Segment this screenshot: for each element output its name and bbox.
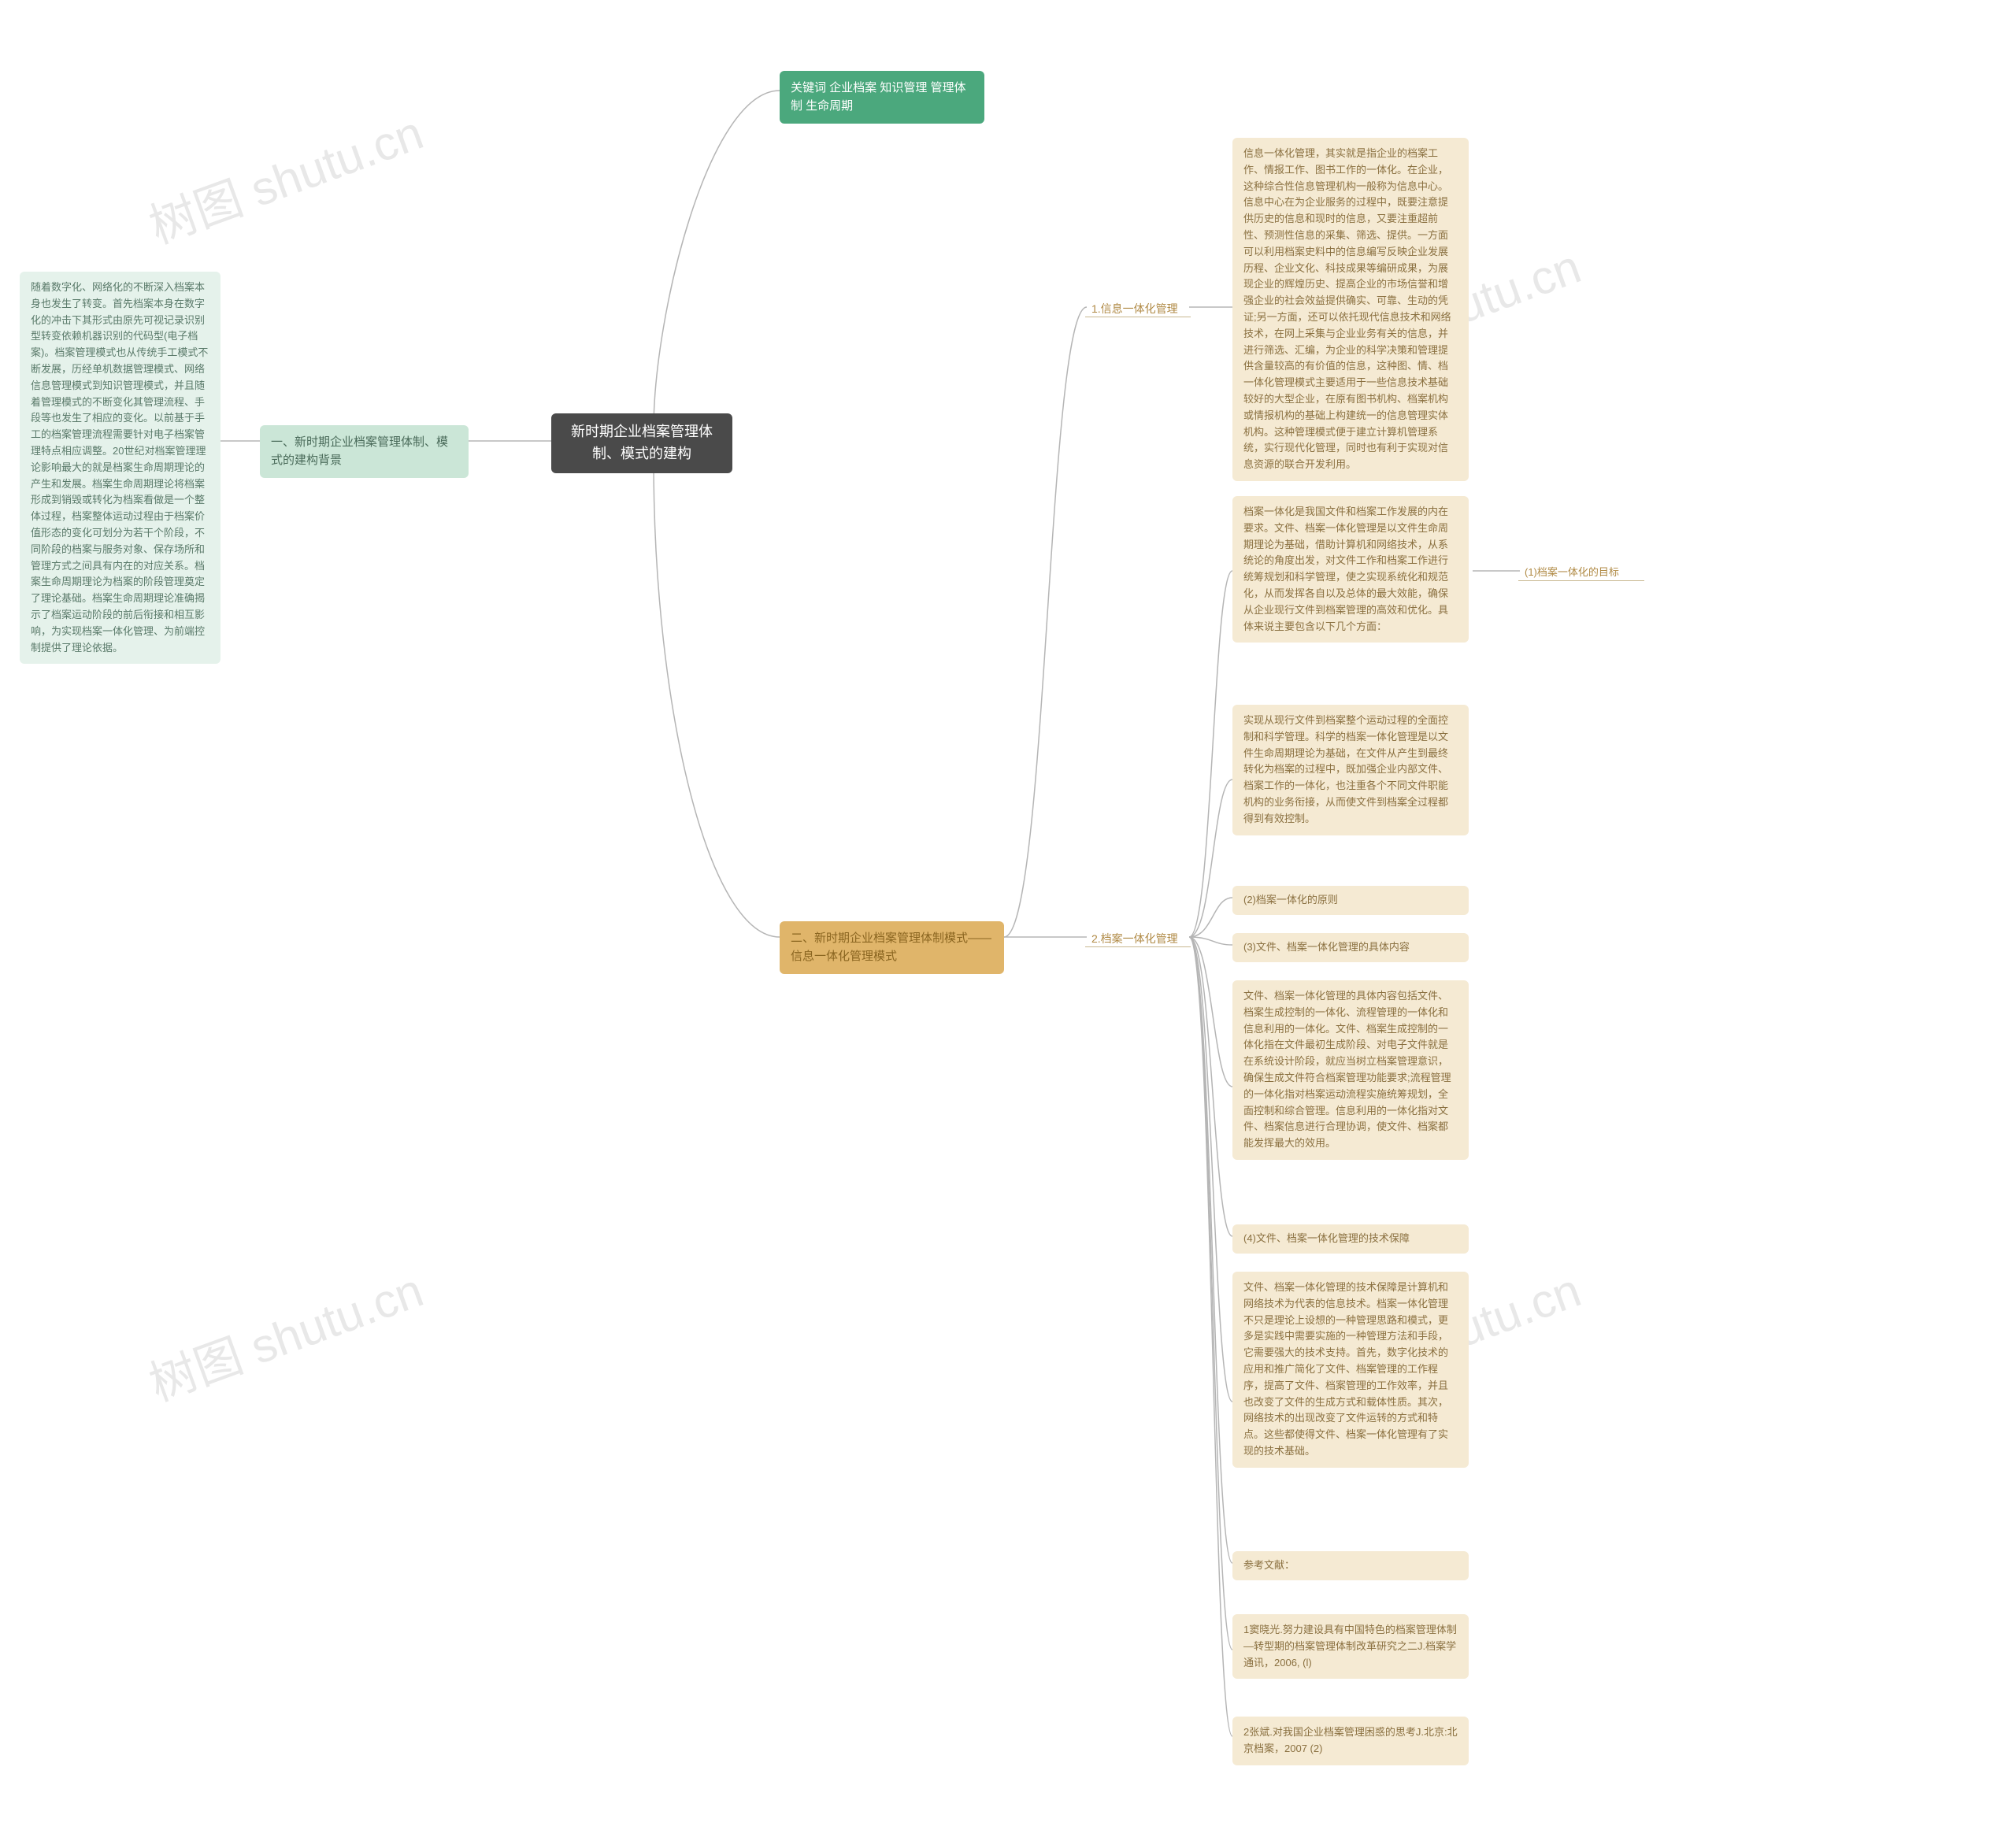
sub-block-0-text: 档案一体化是我国文件和档案工作发展的内在要求。文件、档案一体化管理是以文件生命周… (1243, 506, 1448, 632)
sub-label-2[interactable]: (2)档案一体化的原则 (1232, 886, 1469, 915)
sub-block-9-text: 2张斌.对我国企业档案管理困惑的思考J.北京:北京档案，2007 (2) (1243, 1726, 1458, 1754)
right-branch-text: 二、新时期企业档案管理体制模式——信息一体化管理模式 (791, 932, 991, 963)
root-node[interactable]: 新时期企业档案管理体制、模式的建构 (551, 413, 732, 473)
sub0-child-text: (1)档案一体化的目标 (1525, 566, 1619, 578)
right-child2-text: 2.档案一体化管理 (1091, 932, 1178, 945)
sub-label-5[interactable]: (4)文件、档案一体化管理的技术保障 (1232, 1224, 1469, 1254)
sub-label-7-text: 参考文献： (1243, 1559, 1295, 1571)
sub-label-3-text: (3)文件、档案一体化管理的具体内容 (1243, 941, 1410, 953)
right-child1-block: 信息一体化管理，其实就是指企业的档案工作、情报工作、图书工作的一体化。在企业，这… (1232, 138, 1469, 481)
sub-label-7[interactable]: 参考文献： (1232, 1551, 1469, 1580)
sub-block-9: 2张斌.对我国企业档案管理困惑的思考J.北京:北京档案，2007 (2) (1232, 1717, 1469, 1765)
right-child2-label[interactable]: 2.档案一体化管理 (1087, 928, 1189, 951)
sub-block-4-text: 文件、档案一体化管理的具体内容包括文件、档案生成控制的一体化、流程管理的一体化和… (1243, 990, 1451, 1149)
watermark: 树图 shutu.cn (139, 94, 431, 257)
right-child1-block-text: 信息一体化管理，其实就是指企业的档案工作、情报工作、图书工作的一体化。在企业，这… (1243, 147, 1451, 470)
watermark: 树图 shutu.cn (139, 1252, 431, 1414)
left-block-text: 随着数字化、网络化的不断深入档案本身也发生了转变。首先档案本身在数字化的冲击下其… (31, 281, 208, 654)
left-branch-label[interactable]: 一、新时期企业档案管理体制、模式的建构背景 (260, 425, 469, 478)
keywords-text: 关键词 企业档案 知识管理 管理体制 生命周期 (791, 81, 966, 113)
underline (1518, 580, 1644, 581)
sub-block-6: 文件、档案一体化管理的技术保障是计算机和网络技术为代表的信息技术。档案一体化管理… (1232, 1272, 1469, 1468)
root-title: 新时期企业档案管理体制、模式的建构 (571, 424, 713, 461)
left-branch-block: 随着数字化、网络化的不断深入档案本身也发生了转变。首先档案本身在数字化的冲击下其… (20, 272, 220, 664)
right-child1-text: 1.信息一体化管理 (1091, 302, 1178, 315)
connector-lines (0, 0, 2016, 1826)
sub-block-0: 档案一体化是我国文件和档案工作发展的内在要求。文件、档案一体化管理是以文件生命周… (1232, 496, 1469, 643)
right-branch-label[interactable]: 二、新时期企业档案管理体制模式——信息一体化管理模式 (780, 921, 1004, 974)
sub-block-8-text: 1窦晓光.努力建设具有中国特色的档案管理体制—转型期的档案管理体制改革研究之二J… (1243, 1624, 1457, 1669)
sub-block-8: 1窦晓光.努力建设具有中国特色的档案管理体制—转型期的档案管理体制改革研究之二J… (1232, 1614, 1469, 1679)
right-child1-label[interactable]: 1.信息一体化管理 (1087, 298, 1189, 321)
underline (1085, 946, 1191, 947)
sub-block-1: 实现从现行文件到档案整个运动过程的全面控制和科学管理。科学的档案一体化管理是以文… (1232, 705, 1469, 835)
sub-block-6-text: 文件、档案一体化管理的技术保障是计算机和网络技术为代表的信息技术。档案一体化管理… (1243, 1281, 1448, 1457)
keywords-node[interactable]: 关键词 企业档案 知识管理 管理体制 生命周期 (780, 71, 984, 124)
sub-block-4: 文件、档案一体化管理的具体内容包括文件、档案生成控制的一体化、流程管理的一体化和… (1232, 980, 1469, 1160)
left-branch-text: 一、新时期企业档案管理体制、模式的建构背景 (271, 435, 448, 467)
sub-label-3[interactable]: (3)文件、档案一体化管理的具体内容 (1232, 933, 1469, 962)
sub-block-1-text: 实现从现行文件到档案整个运动过程的全面控制和科学管理。科学的档案一体化管理是以文… (1243, 714, 1448, 824)
sub-label-2-text: (2)档案一体化的原则 (1243, 894, 1338, 906)
sub-label-5-text: (4)文件、档案一体化管理的技术保障 (1243, 1232, 1410, 1244)
